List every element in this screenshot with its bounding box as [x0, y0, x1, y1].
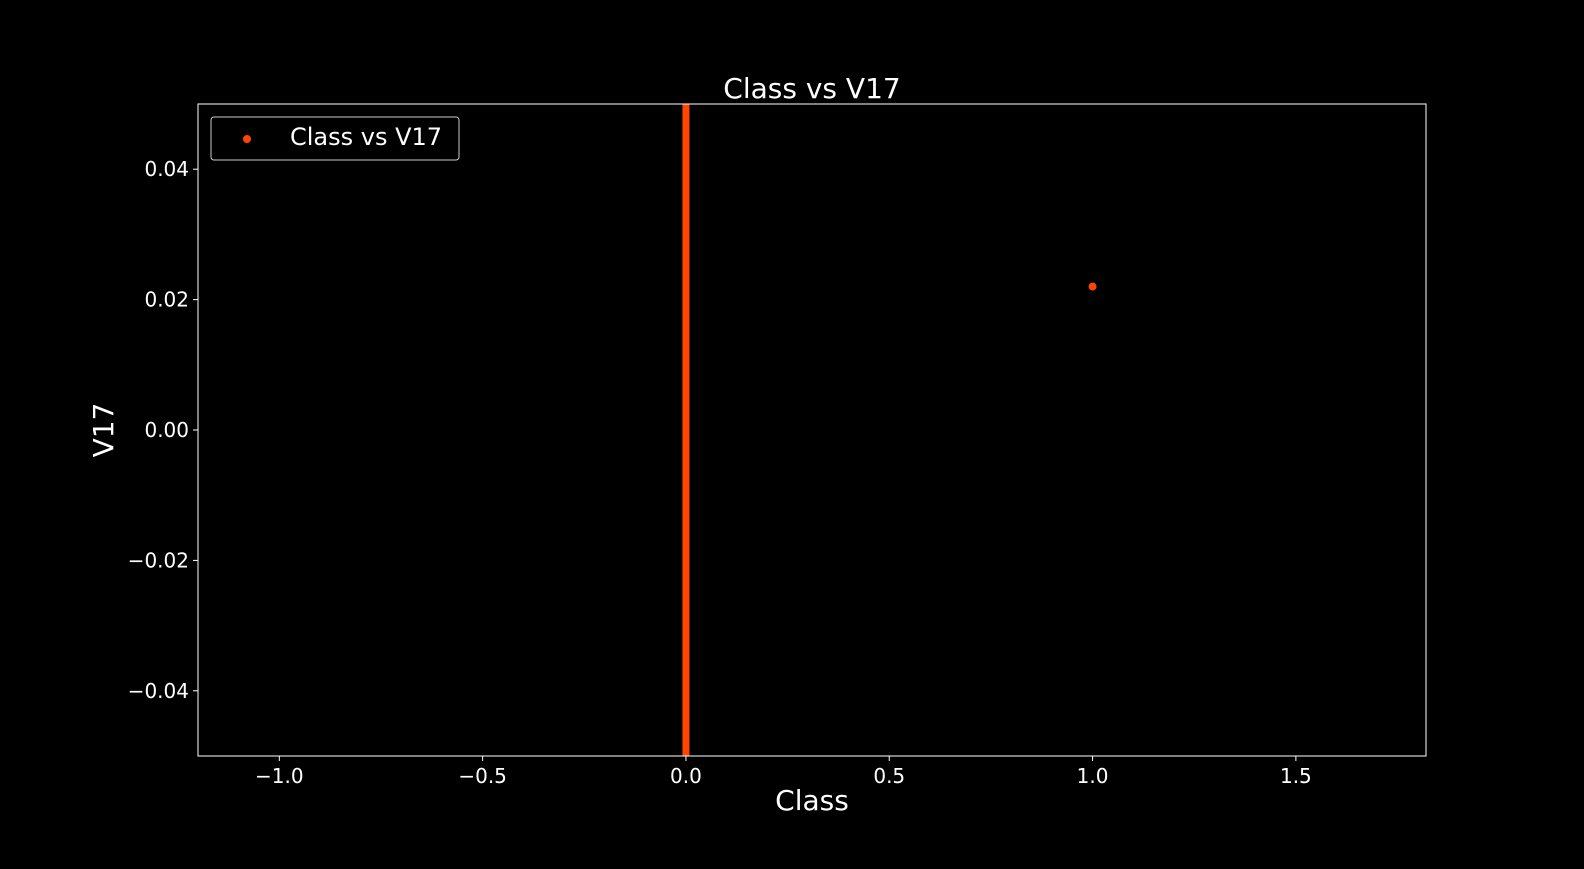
legend: Class vs V17	[210, 116, 460, 161]
x-tick-label: −0.5	[458, 764, 507, 788]
chart-title: Class vs V17	[723, 72, 900, 105]
legend-box	[210, 116, 460, 161]
data-point	[1088, 282, 1097, 291]
y-tick-label: 0.00	[144, 418, 189, 442]
legend-label: Class vs V17	[290, 123, 442, 151]
plot-marks	[682, 104, 1097, 756]
y-tick-label: −0.04	[128, 679, 189, 703]
y-tick-label: −0.02	[128, 548, 189, 572]
y-axis: 0.04 0.02 0.00 −0.02 −0.04	[128, 157, 198, 703]
x-axis: −1.0 −0.5 0.0 0.5 1.0 1.5	[255, 756, 1312, 788]
y-tick-label: 0.04	[144, 157, 189, 181]
x-axis-label: Class	[775, 784, 849, 817]
x-tick-label: 0.5	[873, 764, 905, 788]
legend-marker	[243, 135, 251, 143]
y-tick-label: 0.02	[144, 288, 189, 312]
y-axis-label: V17	[87, 403, 120, 458]
x-tick-label: 1.5	[1280, 764, 1312, 788]
x-tick-label: −1.0	[255, 764, 304, 788]
x-tick-label: 1.0	[1077, 764, 1109, 788]
x-tick-label: 0.0	[670, 764, 702, 788]
